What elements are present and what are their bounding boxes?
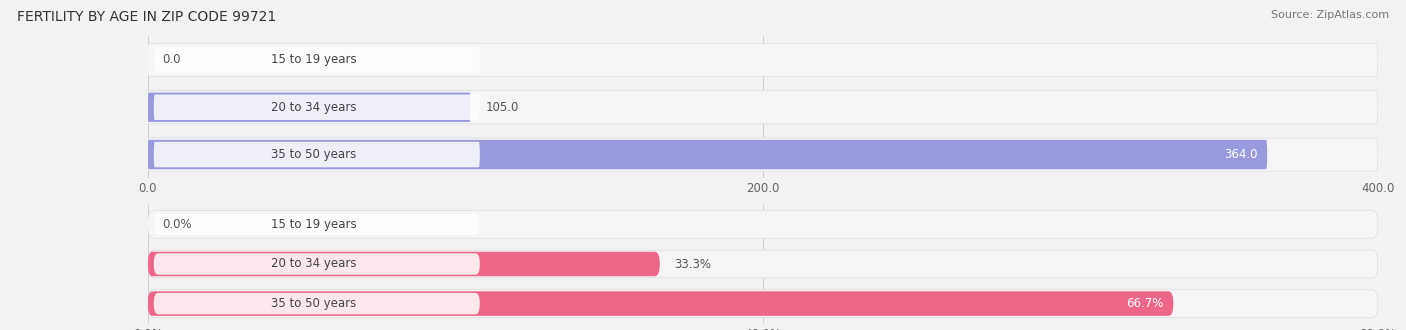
FancyBboxPatch shape	[148, 91, 1378, 124]
FancyBboxPatch shape	[148, 140, 1267, 169]
Text: FERTILITY BY AGE IN ZIP CODE 99721: FERTILITY BY AGE IN ZIP CODE 99721	[17, 10, 276, 24]
Text: 66.7%: 66.7%	[1126, 297, 1164, 310]
Text: Source: ZipAtlas.com: Source: ZipAtlas.com	[1271, 10, 1389, 20]
FancyBboxPatch shape	[148, 252, 659, 276]
Text: 15 to 19 years: 15 to 19 years	[271, 218, 357, 231]
FancyBboxPatch shape	[148, 290, 1378, 317]
FancyBboxPatch shape	[153, 253, 479, 275]
Text: 364.0: 364.0	[1223, 148, 1257, 161]
FancyBboxPatch shape	[153, 293, 479, 314]
Text: 0.0: 0.0	[163, 53, 181, 66]
Text: 20 to 34 years: 20 to 34 years	[271, 257, 357, 271]
FancyBboxPatch shape	[153, 214, 479, 235]
Text: 0.0%: 0.0%	[163, 218, 193, 231]
Text: 35 to 50 years: 35 to 50 years	[271, 297, 356, 310]
FancyBboxPatch shape	[148, 211, 1378, 238]
FancyBboxPatch shape	[153, 142, 479, 167]
FancyBboxPatch shape	[148, 93, 471, 122]
Text: 33.3%: 33.3%	[675, 257, 711, 271]
FancyBboxPatch shape	[148, 291, 1174, 316]
FancyBboxPatch shape	[148, 44, 1378, 77]
FancyBboxPatch shape	[148, 138, 1378, 171]
FancyBboxPatch shape	[153, 47, 479, 73]
FancyBboxPatch shape	[148, 250, 1378, 278]
Text: 15 to 19 years: 15 to 19 years	[271, 53, 357, 66]
Text: 20 to 34 years: 20 to 34 years	[271, 101, 357, 114]
Text: 35 to 50 years: 35 to 50 years	[271, 148, 356, 161]
FancyBboxPatch shape	[153, 94, 479, 120]
Text: 105.0: 105.0	[485, 101, 519, 114]
